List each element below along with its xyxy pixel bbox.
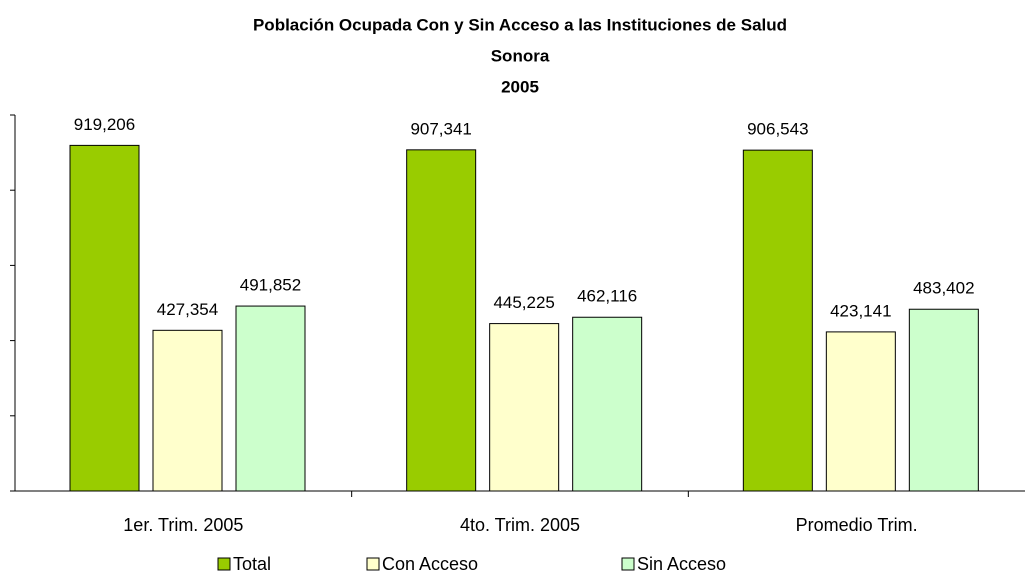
- bar: [489, 323, 560, 492]
- bar: [572, 316, 643, 492]
- x-tick-label: 4to. Trim. 2005: [460, 515, 580, 535]
- data-label: 462,116: [577, 287, 637, 306]
- bar: [152, 329, 223, 492]
- legend-swatch: [217, 557, 231, 571]
- x-tick-label: 1er. Trim. 2005: [123, 515, 243, 535]
- data-label: 491,852: [240, 276, 301, 295]
- legend-swatch: [366, 557, 380, 571]
- data-label: 423,141: [830, 301, 891, 320]
- data-label: 483,402: [913, 279, 974, 298]
- legend-swatch: [621, 557, 635, 571]
- chart-title: Población Ocupada Con y Sin Acceso a las…: [253, 15, 787, 34]
- data-label: 907,341: [410, 119, 471, 138]
- legend-label: Sin Acceso: [637, 554, 726, 574]
- data-label: 906,543: [747, 120, 808, 139]
- chart-subtitle: Sonora: [491, 46, 550, 65]
- bar: [235, 305, 306, 492]
- x-tick-label: Promedio Trim.: [796, 515, 918, 535]
- data-label: 919,206: [74, 115, 135, 134]
- bar: [406, 149, 477, 492]
- bar: [908, 308, 979, 492]
- bar: [742, 149, 813, 492]
- legend-label: Con Acceso: [382, 554, 478, 574]
- data-label: 427,354: [157, 300, 218, 319]
- bar: [69, 144, 140, 492]
- chart-year: 2005: [501, 77, 539, 96]
- bar: [825, 331, 896, 492]
- data-label: 445,225: [493, 293, 554, 312]
- legend-label: Total: [233, 554, 271, 574]
